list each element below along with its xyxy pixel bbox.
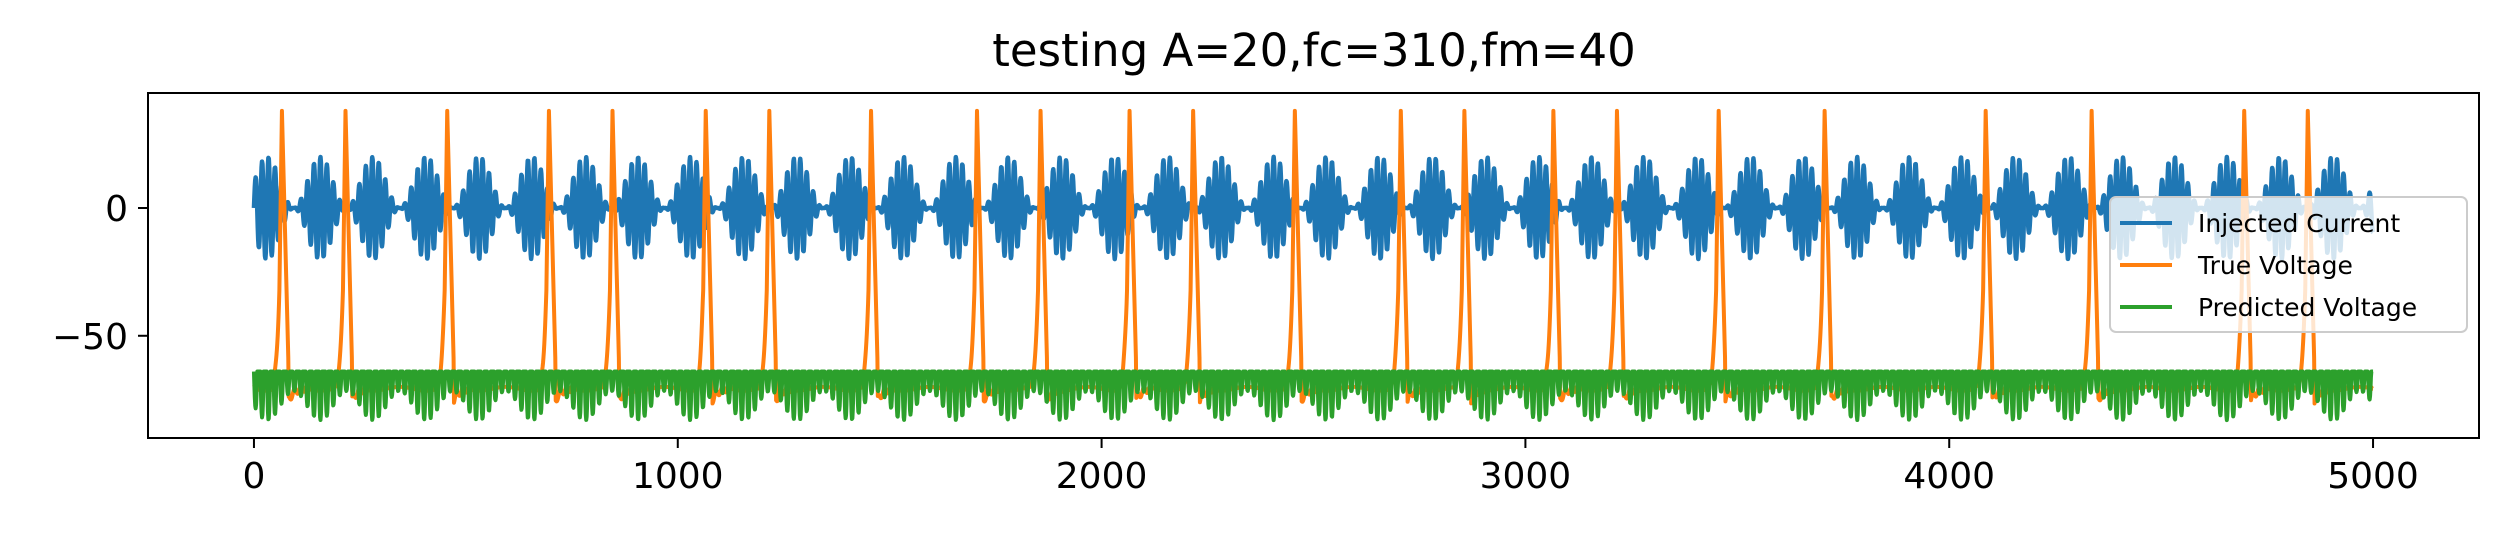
x-tick-label: 4000: [1903, 456, 1995, 497]
series-line-true-voltage: [252, 108, 2375, 406]
plot-frame: [147, 92, 2480, 439]
legend-box: [2109, 196, 2468, 333]
series-line-injected-current: [251, 154, 2375, 262]
x-tick-label: 3000: [1480, 456, 1572, 497]
series-line-predicted-voltage: [251, 369, 2375, 423]
y-tick-label: −50: [52, 317, 128, 358]
y-tick-label: 0: [105, 189, 128, 230]
x-tick-label: 2000: [1056, 456, 1148, 497]
x-tick-label: 0: [243, 456, 266, 497]
x-axis: 0 1000 2000 3000 4000 5000: [243, 438, 2419, 497]
legend-label: Predicted Voltage: [2198, 293, 2417, 322]
x-tick-label: 1000: [632, 456, 724, 497]
series-layer: [251, 108, 2375, 423]
legend-label: True Voltage: [2197, 251, 2353, 280]
x-tick-label: 5000: [2327, 456, 2419, 497]
legend-label: Injected Current: [2198, 209, 2400, 238]
legend: Injected Current True Voltage Predicted Vo…: [2109, 196, 2468, 333]
chart-title: testing A=20,fc=310,fm=40: [992, 24, 1636, 77]
y-axis: 0 −50: [52, 189, 148, 358]
